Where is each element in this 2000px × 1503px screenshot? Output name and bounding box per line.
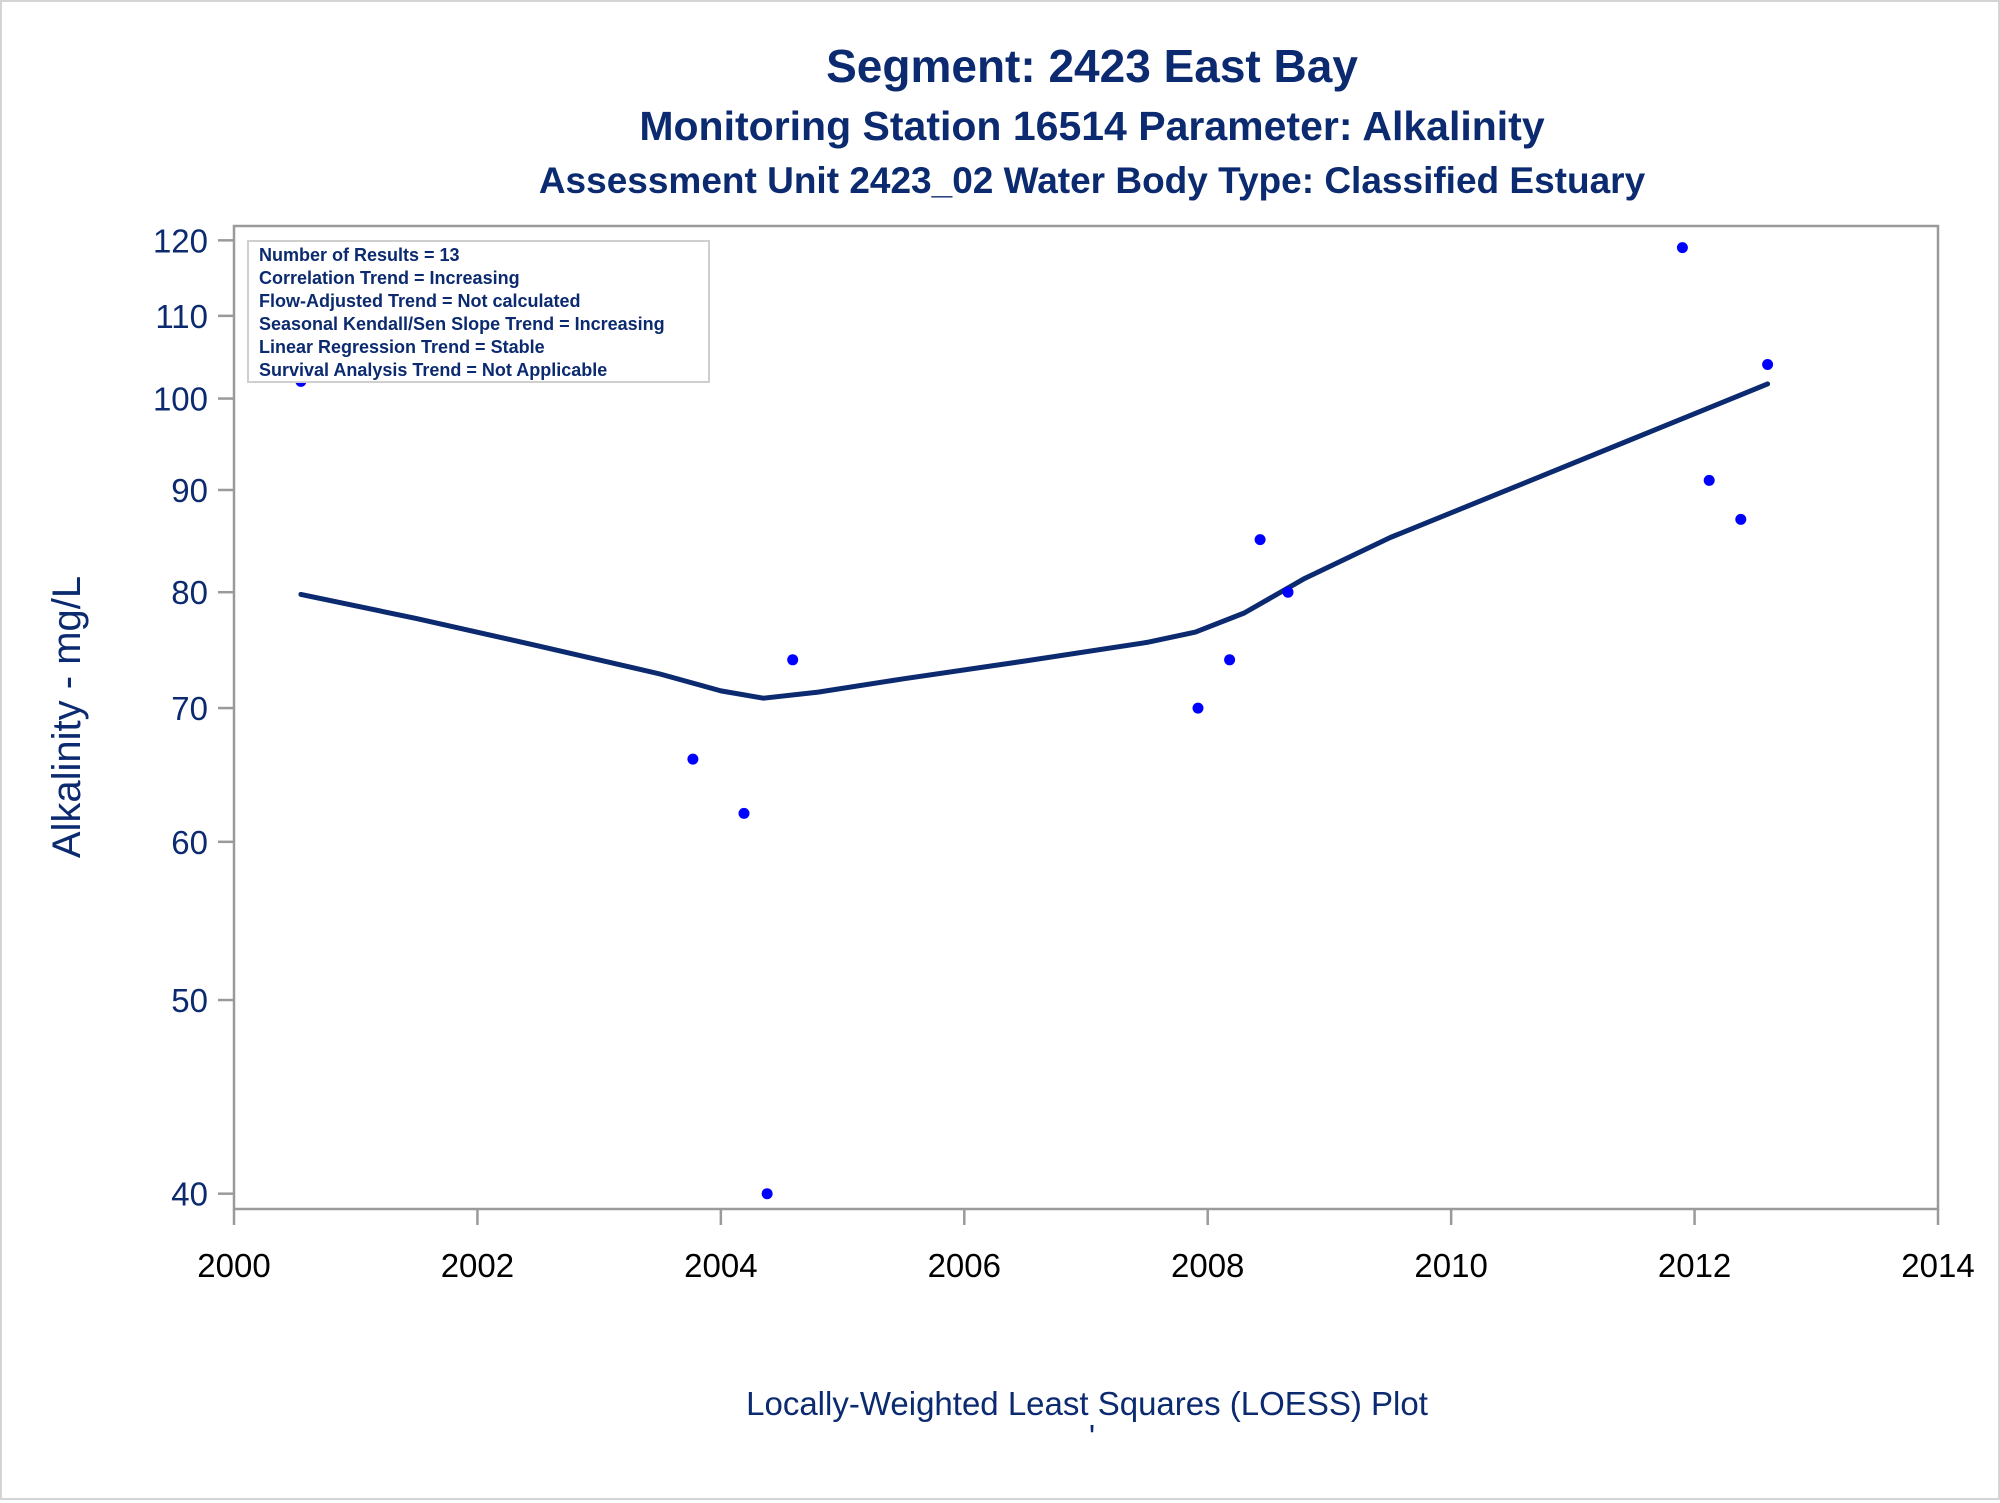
x-tick-label: 2012 (1658, 1247, 1731, 1284)
stats-line-seasonal-kendall: Seasonal Kendall/Sen Slope Trend = Incre… (259, 314, 665, 334)
y-tick-label: 40 (171, 1176, 208, 1213)
x-axis: 2000 2002 2004 2006 2008 2010 2012 2014 (197, 1209, 1975, 1284)
y-axis: 40 50 60 70 80 90 100 110 120 (153, 222, 234, 1213)
data-point (1282, 586, 1294, 598)
stats-line-linear-regression: Linear Regression Trend = Stable (259, 337, 545, 357)
y-tick-label: 110 (155, 298, 208, 335)
x-tick-label: 2000 (197, 1247, 270, 1284)
chart-title: Segment: 2423 East Bay (826, 40, 1358, 92)
y-tick-label: 60 (171, 824, 208, 861)
data-point (1676, 242, 1688, 254)
x-tick-label: 2002 (441, 1247, 514, 1284)
data-point (1762, 359, 1774, 370)
stats-line-flow-adjusted: Flow-Adjusted Trend = Not calculated (259, 291, 581, 311)
y-tick-label: 50 (171, 982, 208, 1019)
stats-box-border (247, 240, 710, 383)
y-tick-label: 120 (153, 222, 208, 259)
data-point (687, 753, 699, 765)
data-point (1224, 654, 1236, 666)
footnote-mark: ' (1089, 1418, 1095, 1455)
data-point (1254, 534, 1266, 546)
x-tick-label: 2014 (1901, 1247, 1974, 1284)
x-tick-label: 2008 (1171, 1247, 1244, 1284)
stats-line-results: Number of Results = 13 (259, 245, 460, 265)
loess-line (298, 381, 1771, 701)
data-point (1192, 702, 1204, 714)
footnote: Locally-Weighted Least Squares (LOESS) P… (746, 1385, 1428, 1422)
stats-box: Number of Results = 13 Correlation Trend… (247, 240, 710, 383)
chart-subtitle: Monitoring Station 16514 Parameter: Alka… (639, 103, 1544, 149)
stats-line-correlation: Correlation Trend = Increasing (259, 268, 520, 288)
stats-line-survival: Survival Analysis Trend = Not Applicable (259, 360, 607, 380)
data-point (787, 654, 799, 666)
y-tick-label: 100 (153, 381, 208, 418)
chart-subtitle-2: Assessment Unit 2423_02 Water Body Type:… (539, 160, 1646, 201)
data-point (738, 807, 750, 819)
data-point (1703, 474, 1715, 486)
x-tick-label: 2004 (684, 1247, 757, 1284)
y-tick-label: 80 (171, 574, 208, 611)
plot-area (232, 224, 1940, 1211)
data-point (761, 1188, 773, 1200)
data-point (1735, 513, 1747, 525)
y-tick-label: 70 (171, 690, 208, 727)
y-tick-label: 90 (171, 472, 208, 509)
x-tick-label: 2010 (1414, 1247, 1487, 1284)
data-layer (295, 242, 1774, 1200)
x-tick-label: 2006 (928, 1247, 1001, 1284)
y-axis-label: Alkalinity - mg/L (45, 576, 89, 858)
